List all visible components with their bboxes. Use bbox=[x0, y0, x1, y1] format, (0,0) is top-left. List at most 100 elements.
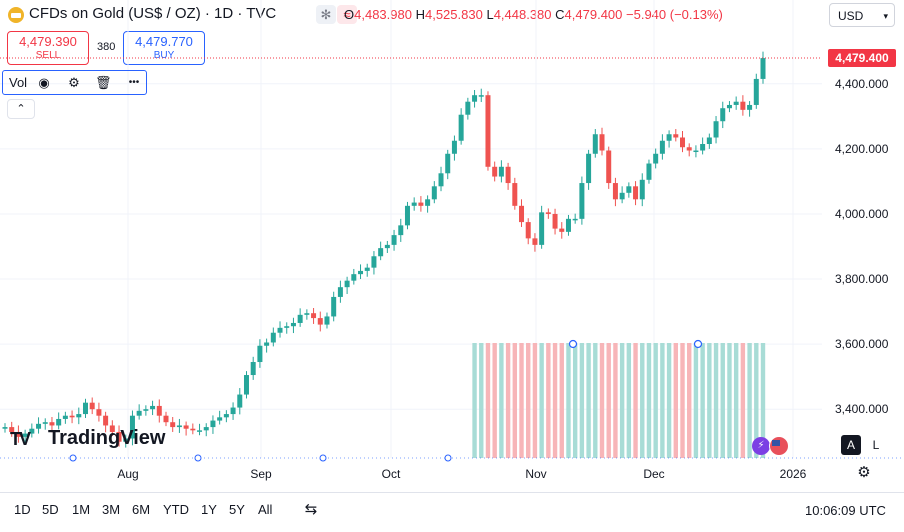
range-all[interactable]: All bbox=[258, 502, 273, 517]
candle-body bbox=[150, 405, 156, 410]
volume-bar bbox=[680, 343, 685, 458]
candle-body bbox=[425, 199, 431, 206]
candle-body bbox=[297, 314, 303, 323]
candle-body bbox=[364, 267, 370, 271]
candle-body bbox=[223, 414, 229, 418]
volume-label: Vol bbox=[9, 75, 28, 90]
candle-body bbox=[612, 183, 618, 200]
candle-body bbox=[398, 225, 404, 236]
candle-body bbox=[344, 280, 350, 288]
buy-price: 4,479.770 bbox=[135, 34, 193, 49]
candle-body bbox=[311, 313, 317, 319]
candle-body bbox=[109, 425, 115, 432]
candle-body bbox=[290, 322, 296, 327]
candle-body bbox=[404, 205, 410, 226]
y-tick-label: 4,200.000 bbox=[835, 142, 889, 156]
volume-bar bbox=[479, 343, 484, 458]
candle-body bbox=[485, 95, 491, 167]
y-tick-label: 4,000.000 bbox=[835, 207, 889, 221]
volume-bar bbox=[579, 343, 585, 458]
spread-value: 380 bbox=[97, 41, 116, 53]
range-3m[interactable]: 3M bbox=[102, 502, 121, 517]
price-chart[interactable]: 3,400.000 3,600.000 3,800.000 4,000.000 4,20… bbox=[0, 0, 904, 492]
flash-icon[interactable]: ⚡ bbox=[752, 437, 770, 455]
market-status-icon[interactable]: ✻ bbox=[316, 5, 336, 24]
candle-body bbox=[700, 144, 706, 151]
y-tick-label: 3,600.000 bbox=[835, 337, 889, 351]
utc-clock[interactable]: 10:06:09 UTC bbox=[805, 503, 886, 518]
candle-body bbox=[217, 417, 223, 421]
volume-bar bbox=[532, 343, 538, 458]
chart-header: CFDs on Gold (US$ / OZ) · 1D · TVC ✻ ≈ O… bbox=[0, 0, 904, 30]
chevron-down-icon: ▾ bbox=[883, 11, 888, 21]
bottom-toolbar: 1D 5D 1M 3M 6M YTD 1Y 5Y All ⇆ 10:06:09 … bbox=[0, 492, 904, 532]
trash-icon[interactable]: 🗑 bbox=[95, 75, 112, 90]
range-5y[interactable]: 5Y bbox=[229, 502, 245, 517]
candle-body bbox=[451, 140, 457, 154]
candle-body bbox=[337, 287, 343, 297]
event-marker bbox=[444, 454, 452, 462]
eye-icon[interactable]: ◉ bbox=[38, 75, 50, 90]
candle-body bbox=[284, 326, 290, 328]
symbol-title[interactable]: CFDs on Gold (US$ / OZ) · 1D · TVC bbox=[29, 5, 277, 22]
candle-body bbox=[438, 173, 444, 187]
volume-bar bbox=[512, 343, 518, 458]
volume-bar bbox=[673, 343, 678, 458]
candle-body bbox=[478, 95, 484, 97]
volume-bar bbox=[546, 343, 551, 458]
volume-bar bbox=[707, 343, 712, 458]
volume-bar bbox=[640, 343, 645, 458]
y-tick-label: 3,800.000 bbox=[835, 272, 889, 286]
candle-body bbox=[653, 153, 659, 164]
auto-scale-button[interactable]: A bbox=[841, 435, 861, 455]
candle-body bbox=[633, 186, 639, 200]
candle-body bbox=[2, 427, 8, 429]
candle-body bbox=[733, 101, 739, 105]
buy-button[interactable]: 4,479.770 BUY bbox=[123, 31, 205, 65]
event-marker bbox=[69, 454, 77, 462]
range-5d[interactable]: 5D bbox=[42, 502, 59, 517]
drawing-handle bbox=[568, 339, 578, 349]
y-tick-label: 4,400.000 bbox=[835, 77, 889, 91]
range-6m[interactable]: 6M bbox=[132, 502, 151, 517]
tradingview-logo-icon: TV bbox=[10, 429, 31, 449]
volume-bar bbox=[613, 343, 618, 458]
candle-body bbox=[143, 409, 149, 411]
range-1m[interactable]: 1M bbox=[72, 502, 91, 517]
candle-body bbox=[76, 414, 82, 418]
more-icon[interactable]: ••• bbox=[128, 77, 140, 88]
candle-body bbox=[431, 186, 437, 200]
currency-select[interactable]: USD ▾ bbox=[829, 3, 895, 27]
range-1d[interactable]: 1D bbox=[14, 502, 31, 517]
candle-body bbox=[659, 140, 665, 154]
us-flag-icon[interactable] bbox=[769, 436, 789, 456]
volume-bar bbox=[653, 343, 658, 458]
x-tick-label: Aug bbox=[117, 467, 138, 481]
chart-settings-icon[interactable]: ⚙ bbox=[857, 464, 871, 481]
range-1y[interactable]: 1Y bbox=[201, 502, 217, 517]
log-scale-button[interactable]: L bbox=[872, 438, 880, 452]
candle-body bbox=[519, 205, 525, 223]
volume-bar bbox=[700, 343, 705, 458]
settings-icon[interactable]: ⚙ bbox=[68, 75, 80, 90]
candle-body bbox=[9, 427, 15, 432]
volume-bar bbox=[492, 343, 497, 458]
volume-bar bbox=[552, 343, 558, 458]
candle-body bbox=[384, 244, 390, 249]
range-ytd[interactable]: YTD bbox=[163, 502, 189, 517]
calendar-range-icon[interactable]: ⇆ bbox=[304, 501, 318, 518]
candle-body bbox=[69, 415, 75, 418]
chevron-up-icon[interactable]: ⌃ bbox=[7, 99, 35, 119]
volume-indicator-legend[interactable]: Vol ◉ ⚙ 🗑 ••• bbox=[2, 70, 147, 95]
volume-bar bbox=[693, 343, 699, 458]
candle-body bbox=[492, 166, 498, 177]
x-tick-label: Nov bbox=[525, 467, 546, 481]
x-tick-label: Dec bbox=[643, 467, 664, 481]
candle-body bbox=[713, 121, 719, 138]
sell-button[interactable]: 4,479.390 SELL bbox=[7, 31, 89, 65]
candle-body bbox=[391, 235, 397, 245]
candle-body bbox=[760, 58, 766, 79]
candle-body bbox=[418, 202, 424, 206]
volume-bar bbox=[754, 343, 759, 458]
data-delay-icon[interactable]: ≈ bbox=[337, 5, 357, 24]
